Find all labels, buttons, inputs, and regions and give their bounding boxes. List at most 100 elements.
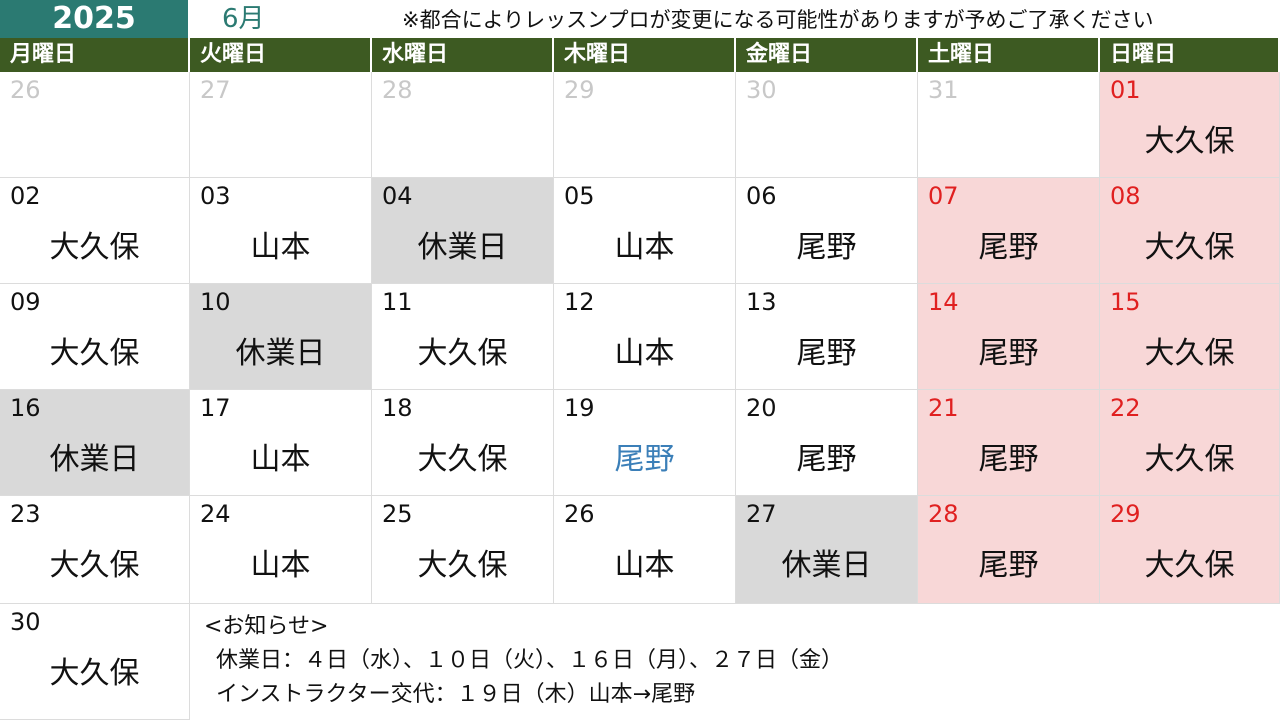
instructor-name: 尾野 — [978, 336, 1039, 371]
calendar-day-cell: 30 — [736, 72, 918, 178]
day-number: 29 — [564, 76, 595, 104]
instructor-name: 尾野 — [796, 336, 857, 371]
weekday-header: 土曜日 — [918, 38, 1098, 72]
instructor-name: 尾野 — [978, 230, 1039, 265]
calendar-day-cell: 06 尾野 — [736, 178, 918, 284]
year-label: 2025 — [0, 0, 188, 38]
day-number: 05 — [564, 182, 595, 210]
day-number: 06 — [746, 182, 777, 210]
announcement-panel: <お知らせ> 休業日：４日（水）、１０日（火）、１６日（月）、２７日（金） イン… — [190, 604, 1280, 720]
day-number: 26 — [10, 76, 41, 104]
calendar-day-cell: 04 休業日 — [372, 178, 554, 284]
announcement-heading: <お知らせ> — [204, 614, 329, 639]
calendar-day-cell: 28 尾野 — [918, 496, 1100, 604]
weekday-header: 日曜日 — [1100, 38, 1278, 72]
day-number: 07 — [928, 182, 959, 210]
instructor-name: 大久保 — [417, 336, 508, 371]
day-number: 27 — [200, 76, 231, 104]
day-number: 04 — [382, 182, 413, 210]
calendar-day-cell: 14 尾野 — [918, 284, 1100, 390]
calendar-day-cell: 16 休業日 — [0, 390, 190, 496]
weekday-header: 金曜日 — [736, 38, 916, 72]
day-number: 16 — [10, 394, 41, 422]
instructor-name: 大久保 — [1144, 336, 1235, 371]
day-number: 26 — [564, 500, 595, 528]
day-number: 27 — [746, 500, 777, 528]
calendar-day-cell: 21 尾野 — [918, 390, 1100, 496]
instructor-name: 尾野 — [796, 442, 857, 477]
day-number: 31 — [928, 76, 959, 104]
day-number: 19 — [564, 394, 595, 422]
calendar-day-cell: 24 山本 — [190, 496, 372, 604]
day-number: 14 — [928, 288, 959, 316]
instructor-name: 山本 — [250, 230, 311, 265]
day-number: 10 — [200, 288, 231, 316]
calendar-day-cell: 03 山本 — [190, 178, 372, 284]
day-number: 23 — [10, 500, 41, 528]
calendar-day-cell: 26 — [0, 72, 190, 178]
calendar-day-cell: 10 休業日 — [190, 284, 372, 390]
instructor-name: 大久保 — [1144, 548, 1235, 583]
calendar-day-cell: 29 大久保 — [1100, 496, 1280, 604]
day-number: 15 — [1110, 288, 1141, 316]
instructor-name: 山本 — [250, 442, 311, 477]
calendar-day-cell: 30 大久保 — [0, 604, 190, 720]
calendar-day-cell: 11 大久保 — [372, 284, 554, 390]
day-number: 22 — [1110, 394, 1141, 422]
calendar-day-cell: 15 大久保 — [1100, 284, 1280, 390]
calendar-day-cell: 02 大久保 — [0, 178, 190, 284]
calendar-day-cell: 26 山本 — [554, 496, 736, 604]
instructor-name: 大久保 — [417, 442, 508, 477]
day-number: 21 — [928, 394, 959, 422]
instructor-name: 尾野 — [796, 230, 857, 265]
instructor-change-notice: インストラクター交代：１９日（木）山本→尾野 — [216, 682, 696, 707]
instructor-name: 大久保 — [1144, 124, 1235, 159]
day-number: 01 — [1110, 76, 1141, 104]
calendar-day-cell: 12 山本 — [554, 284, 736, 390]
calendar-day-cell: 28 — [372, 72, 554, 178]
day-number: 13 — [746, 288, 777, 316]
day-number: 08 — [1110, 182, 1141, 210]
weekday-header: 木曜日 — [554, 38, 734, 72]
day-number: 25 — [382, 500, 413, 528]
instructor-name: 山本 — [614, 548, 675, 583]
weekday-header: 月曜日 — [0, 38, 188, 72]
calendar-header: 2025 6月 ※都合によりレッスンプロが変更になる可能性がありますが予めご了承… — [0, 0, 1280, 38]
day-number: 30 — [10, 608, 41, 636]
calendar-day-cell: 22 大久保 — [1100, 390, 1280, 496]
instructor-name: 休業日 — [49, 442, 140, 477]
day-number: 11 — [382, 288, 413, 316]
day-number: 28 — [928, 500, 959, 528]
instructor-name: 大久保 — [417, 548, 508, 583]
calendar-day-cell: 27 — [190, 72, 372, 178]
change-notice: ※都合によりレッスンプロが変更になる可能性がありますが予めご了承ください — [402, 8, 1154, 32]
calendar-day-cell: 01 大久保 — [1100, 72, 1280, 178]
instructor-name: 大久保 — [49, 656, 140, 691]
calendar-day-cell: 23 大久保 — [0, 496, 190, 604]
instructor-name: 山本 — [250, 548, 311, 583]
calendar-day-cell: 31 — [918, 72, 1100, 178]
weekday-header: 火曜日 — [190, 38, 370, 72]
day-number: 12 — [564, 288, 595, 316]
instructor-name: 尾野 — [614, 442, 675, 477]
instructor-name: 山本 — [614, 336, 675, 371]
calendar-day-cell: 05 山本 — [554, 178, 736, 284]
weekday-header: 水曜日 — [372, 38, 552, 72]
calendar-day-cell: 13 尾野 — [736, 284, 918, 390]
calendar-day-cell: 09 大久保 — [0, 284, 190, 390]
day-number: 02 — [10, 182, 41, 210]
instructor-name: 大久保 — [1144, 230, 1235, 265]
calendar-day-cell: 25 大久保 — [372, 496, 554, 604]
calendar-day-cell: 19 尾野 — [554, 390, 736, 496]
instructor-name: 休業日 — [235, 336, 326, 371]
calendar-day-cell: 29 — [554, 72, 736, 178]
instructor-name: 尾野 — [978, 442, 1039, 477]
day-number: 09 — [10, 288, 41, 316]
day-number: 18 — [382, 394, 413, 422]
day-number: 30 — [746, 76, 777, 104]
calendar-day-cell: 27 休業日 — [736, 496, 918, 604]
day-number: 20 — [746, 394, 777, 422]
instructor-name: 大久保 — [49, 336, 140, 371]
day-number: 24 — [200, 500, 231, 528]
instructor-name: 大久保 — [1144, 442, 1235, 477]
